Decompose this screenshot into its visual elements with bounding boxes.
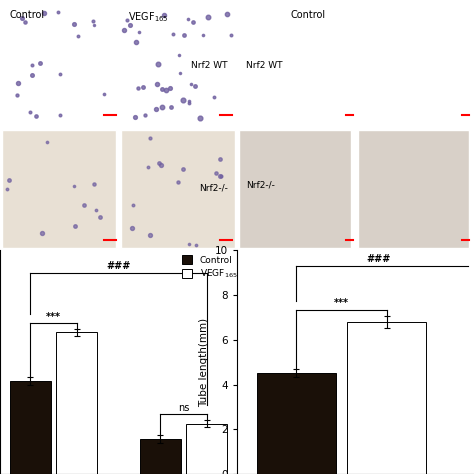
Text: Control: Control bbox=[291, 10, 326, 20]
Bar bbox=[347, 322, 426, 474]
FancyBboxPatch shape bbox=[239, 130, 351, 248]
Text: ###: ### bbox=[366, 254, 390, 264]
Text: Nrf2-/-: Nrf2-/- bbox=[246, 181, 275, 190]
Bar bbox=[10, 381, 51, 474]
Bar bbox=[56, 332, 97, 474]
FancyBboxPatch shape bbox=[358, 255, 469, 373]
Text: Nrf2 WT: Nrf2 WT bbox=[246, 61, 283, 70]
Legend: Control, VEGF$_{165}$: Control, VEGF$_{165}$ bbox=[182, 255, 237, 280]
FancyBboxPatch shape bbox=[239, 255, 351, 373]
Text: ***: *** bbox=[334, 298, 349, 308]
Text: ###: ### bbox=[106, 261, 131, 271]
FancyBboxPatch shape bbox=[121, 130, 235, 248]
FancyBboxPatch shape bbox=[2, 255, 116, 373]
Text: ns: ns bbox=[178, 403, 189, 413]
Text: VEGF$_{165}$: VEGF$_{165}$ bbox=[128, 10, 169, 24]
Text: Nrf2 WT: Nrf2 WT bbox=[191, 61, 228, 70]
FancyBboxPatch shape bbox=[358, 130, 469, 248]
Y-axis label: Tube length(mm): Tube length(mm) bbox=[199, 318, 210, 407]
Text: Control: Control bbox=[9, 10, 45, 20]
FancyBboxPatch shape bbox=[2, 130, 116, 248]
FancyBboxPatch shape bbox=[121, 255, 235, 373]
Text: ***: *** bbox=[46, 312, 61, 322]
Bar bbox=[257, 374, 336, 474]
Bar bbox=[186, 424, 227, 474]
Text: Nrf2-/-: Nrf2-/- bbox=[199, 183, 228, 192]
Bar bbox=[140, 438, 181, 474]
